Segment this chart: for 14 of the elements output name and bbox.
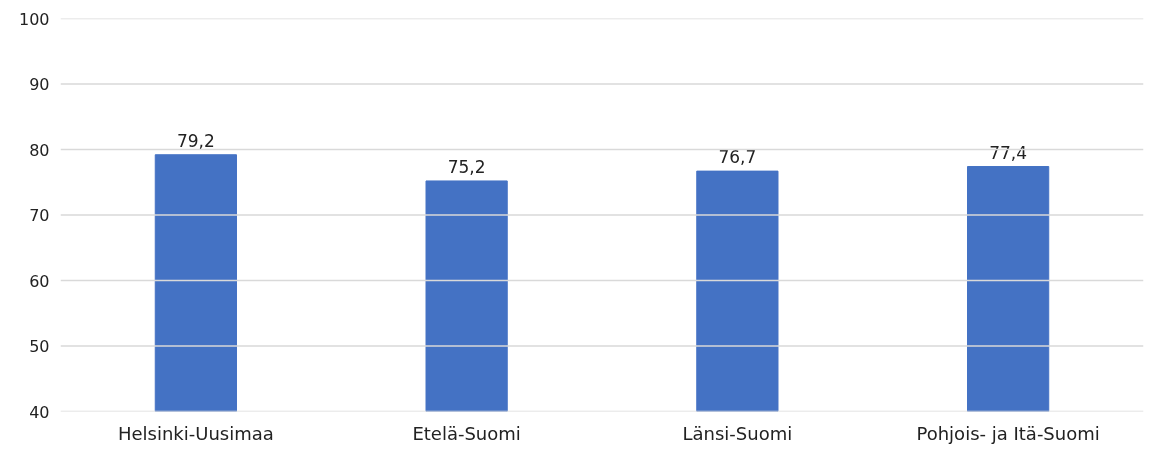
y-tick-label: 100 [18,9,50,29]
x-tick-label: Pohjois- ja Itä-Suomi [916,422,1100,444]
y-tick-label: 80 [29,140,50,160]
data-label: 75,2 [447,156,486,177]
x-tick-label: Helsinki-Uusimaa [117,422,274,444]
y-tick-label: 60 [29,271,50,291]
y-tick-label: 90 [29,75,50,94]
y-tick-label: 70 [29,206,50,225]
x-tick-label: Etelä-Suomi [412,422,521,444]
data-label: 76,7 [718,147,757,168]
x-tick-label: Länsi-Suomi [682,422,793,444]
y-tick-label: 50 [29,337,50,356]
data-label: 79,2 [176,130,215,151]
y-tick-label: 40 [29,402,50,422]
